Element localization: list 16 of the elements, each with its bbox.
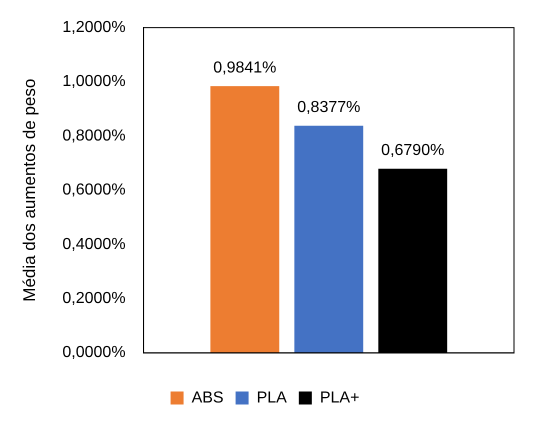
legend-label: ABS [192,389,224,406]
legend-label: PLA+ [320,389,360,406]
y-tick-label: 0,2000% [62,290,126,308]
y-tick-label: 0,0000% [62,344,126,362]
y-tick-label: 0,4000% [62,236,126,253]
y-tick-label: 1,2000% [62,19,126,36]
y-tick-label: 0,8000% [62,127,126,144]
y-axis-title: Média dos aumentos de peso [20,78,39,302]
data-label: 0,6790% [381,142,444,160]
data-label: 0,8377% [297,99,360,116]
y-tick-label: 1,0000% [62,73,126,90]
y-tick-label: 0,6000% [62,182,126,199]
data-label: 0,9841% [213,60,276,77]
bar [210,86,280,353]
legend-label: PLA [256,389,288,406]
bar [294,126,364,353]
